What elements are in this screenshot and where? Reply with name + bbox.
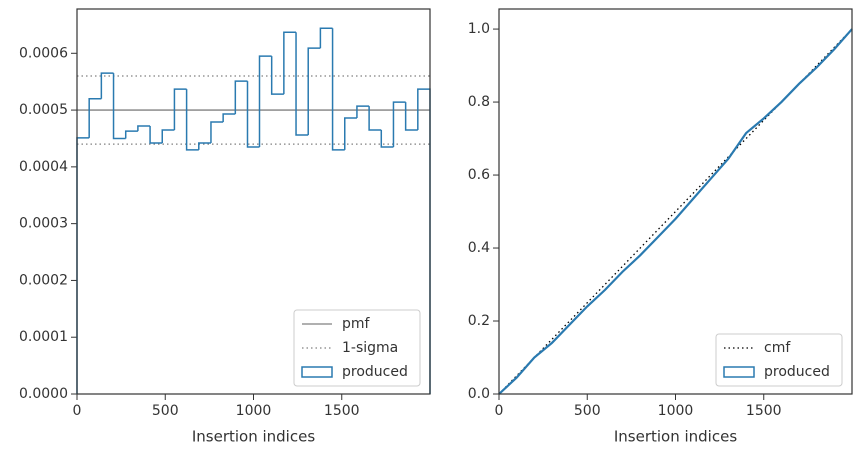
y-tick-label: 0.0001	[19, 329, 68, 345]
legend-label: pmf	[342, 316, 371, 332]
x-tick-label: 0	[495, 403, 504, 419]
histogram-step	[380, 129, 394, 148]
histogram-step	[283, 31, 297, 95]
histogram-step	[173, 88, 187, 130]
y-tick-label: 0.0005	[19, 102, 68, 118]
x-tick-label: 500	[574, 403, 601, 419]
legend-label: produced	[342, 364, 408, 380]
histogram-step	[270, 56, 284, 95]
histogram-step	[344, 117, 357, 150]
x-tick-label: 1000	[236, 403, 272, 419]
y-tick-label: 0.6	[468, 167, 490, 183]
legend-box	[715, 333, 843, 387]
y-tick-label: 0.0000	[19, 386, 68, 402]
histogram-step	[246, 81, 260, 148]
histogram-step	[76, 137, 90, 394]
histogram-step	[137, 125, 151, 132]
histogram-step	[392, 101, 406, 147]
histogram-step	[331, 28, 345, 151]
legend-label: produced	[764, 364, 830, 380]
y-tick-label: 0.8	[468, 94, 490, 110]
x-tick-label: 1500	[746, 403, 782, 419]
y-tick-label: 1.0	[468, 21, 490, 37]
histogram-step	[258, 55, 272, 147]
histogram-step	[222, 113, 236, 123]
legend-label: 1-sigma	[342, 340, 398, 356]
histogram-step	[149, 125, 163, 144]
legend-swatch	[301, 366, 333, 378]
line-series	[498, 28, 853, 395]
x-tick-label: 1000	[658, 403, 694, 419]
y-tick-label: 0.0003	[19, 216, 68, 232]
axes-frame	[76, 8, 431, 395]
x-axis-label: Insertion indices	[614, 428, 737, 446]
histogram-step	[88, 97, 102, 138]
histogram-step	[368, 106, 382, 131]
y-tick-label: 0.4	[468, 240, 490, 256]
x-tick-label: 500	[152, 403, 179, 419]
histogram-step	[100, 72, 114, 99]
histogram-step	[307, 47, 321, 136]
axes-frame	[498, 8, 853, 395]
y-tick-label: 0.0002	[19, 272, 68, 288]
histogram-step	[319, 27, 333, 49]
y-tick-label: 0.2	[468, 313, 490, 329]
legend-label: cmf	[764, 340, 791, 356]
legend: pmf 1-sigma produced	[293, 309, 421, 387]
histogram-step	[185, 89, 199, 151]
histogram-step	[161, 129, 175, 144]
legend: cmf produced	[715, 333, 843, 387]
x-axis-label: Insertion indices	[192, 428, 315, 446]
x-tick-label: 0	[73, 403, 82, 419]
y-tick-label: 0.0006	[19, 45, 68, 61]
y-tick-label: 0.0004	[19, 159, 68, 175]
histogram-step	[404, 102, 418, 131]
x-tick-label: 1500	[324, 403, 360, 419]
histogram-step	[112, 73, 126, 140]
histogram-step	[295, 32, 309, 136]
legend-swatch	[723, 366, 755, 378]
histogram-step	[356, 105, 370, 119]
histogram-step	[210, 121, 224, 144]
histogram-step	[124, 130, 138, 139]
histogram-step	[234, 80, 248, 115]
y-tick-label: 0.0	[468, 386, 490, 402]
histogram-step	[198, 142, 211, 150]
